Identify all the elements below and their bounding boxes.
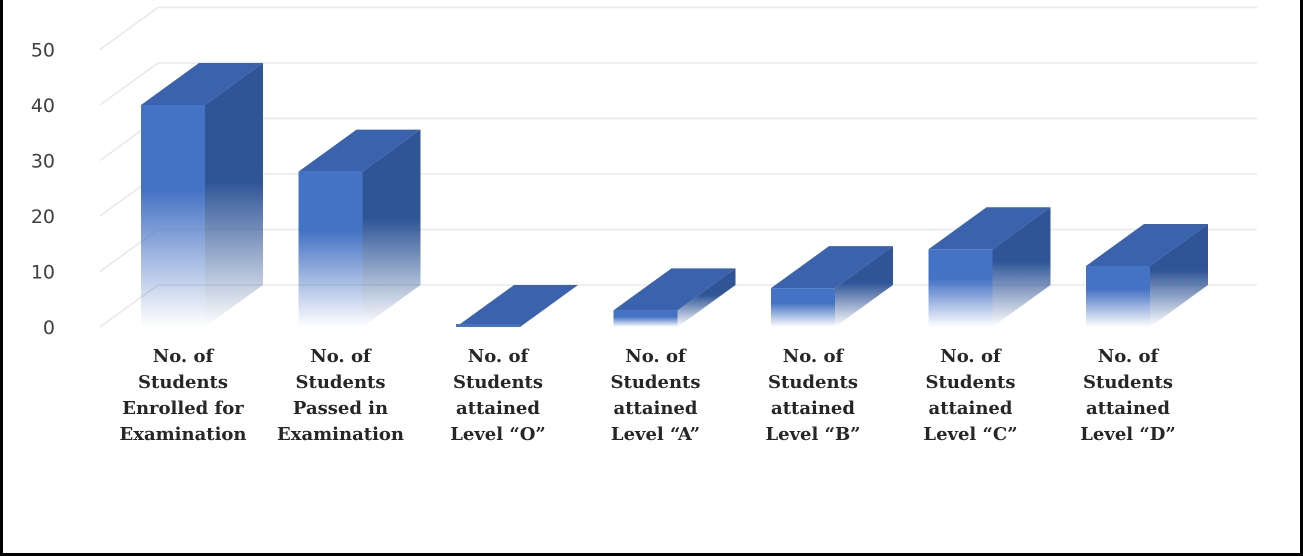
x-category-label: No. of Students Enrolled for Examination: [120, 346, 247, 445]
x-category-label: No. of Students attained Level “B”: [765, 346, 860, 445]
x-category-label: No. of Students attained Level “O”: [450, 346, 546, 445]
bar-front: [928, 249, 993, 327]
bar-front: [141, 105, 205, 327]
x-category-label: No. of Students attained Level “D”: [1080, 346, 1175, 445]
bar-side: [1150, 223, 1208, 327]
bar: [928, 207, 1051, 327]
bar-side: [677, 268, 736, 327]
bar-side: [205, 63, 263, 327]
bar-side: [992, 207, 1051, 327]
x-category-label: No. of Students Passed in Examination: [277, 346, 404, 445]
y-tick-label: 40: [31, 95, 55, 117]
x-category-label: No. of Students attained Level “C”: [923, 346, 1017, 445]
y-tick-label: 0: [43, 317, 55, 339]
bar-front: [456, 324, 520, 327]
y-tick-label: 10: [31, 262, 55, 284]
bar-top: [613, 268, 736, 311]
y-tick-label: 20: [31, 206, 55, 228]
bar-top: [771, 246, 893, 289]
y-tick-label: 30: [31, 151, 55, 173]
bar-front: [771, 288, 835, 327]
y-tick-label: 50: [31, 40, 55, 62]
bars: [141, 63, 1208, 327]
gridline-depth: [99, 62, 159, 106]
bar-side: [362, 129, 421, 327]
bar: [141, 63, 263, 327]
y-axis: 0 10 20 30 40 50: [31, 40, 55, 340]
bar-front: [1086, 265, 1150, 327]
bar-top: [1086, 223, 1208, 266]
bar-top: [456, 285, 578, 327]
x-axis: No. of Students Enrolled for Examination No.…: [120, 346, 1176, 445]
bar-top: [928, 207, 1051, 250]
bar-front: [613, 310, 678, 327]
bar-top: [298, 129, 421, 172]
bar: [456, 285, 578, 327]
bar: [1086, 223, 1208, 327]
bar: [613, 268, 736, 327]
bar-side: [835, 246, 893, 327]
x-category-label: No. of Students attained Level “A”: [611, 346, 701, 445]
bar: [298, 129, 421, 327]
bar: [771, 246, 893, 327]
gridline-depth: [99, 6, 159, 51]
bar-front: [298, 171, 363, 327]
bar-top: [141, 63, 263, 105]
bar-chart-3d: 0 10 20 30 40 50 No. of Students Enrolled for Ex…: [31, 6, 1257, 445]
